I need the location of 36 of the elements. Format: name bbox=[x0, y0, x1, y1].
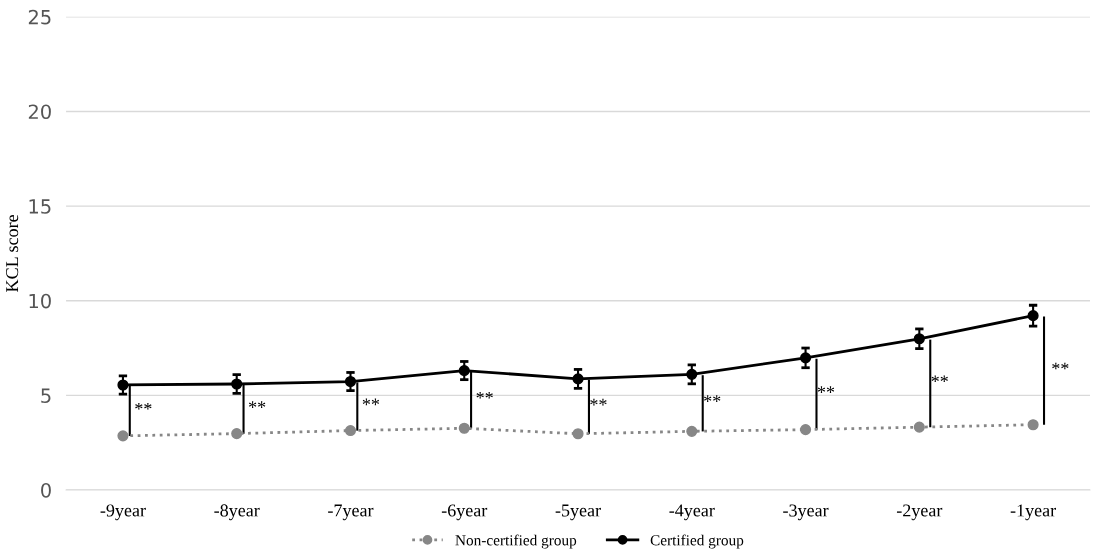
point bbox=[117, 430, 129, 442]
point bbox=[231, 428, 243, 440]
y-tick-label: 0 bbox=[41, 482, 51, 498]
point bbox=[572, 428, 584, 440]
y-tick-label: 5 bbox=[41, 388, 51, 404]
point bbox=[1027, 419, 1039, 431]
y-tick-label: 10 bbox=[29, 293, 51, 309]
legend-label: Certified group bbox=[650, 534, 744, 549]
y-tick-label: 25 bbox=[28, 9, 51, 25]
annotation: ** bbox=[817, 386, 835, 393]
x-tick-label: -5year bbox=[555, 504, 601, 521]
point bbox=[913, 421, 925, 433]
x-tick-label: -1year bbox=[1010, 504, 1056, 521]
y-axis-title: KCL score bbox=[6, 215, 19, 292]
annotation: ** bbox=[362, 398, 380, 406]
legend-label: Non-certified group bbox=[455, 534, 577, 549]
annotation: ** bbox=[1052, 362, 1069, 370]
point bbox=[344, 425, 357, 437]
x-tick-label: -8year bbox=[214, 504, 260, 521]
x-tick-label: -7year bbox=[328, 504, 374, 521]
y-tick-label: 15 bbox=[29, 199, 51, 214]
x-tick-label: -4year bbox=[669, 504, 715, 521]
annotation: ** bbox=[704, 395, 721, 402]
x-tick-label: -9year bbox=[100, 504, 146, 521]
point bbox=[800, 424, 812, 436]
x-tick-label: -6year bbox=[441, 504, 488, 521]
annotation: ** bbox=[590, 398, 607, 406]
point bbox=[458, 422, 470, 434]
point bbox=[686, 425, 698, 437]
annotation: ** bbox=[248, 401, 266, 408]
annotation: ** bbox=[476, 391, 493, 399]
annotation: ** bbox=[135, 402, 152, 410]
annotation: ** bbox=[931, 375, 948, 383]
x-tick-label: -2year bbox=[896, 504, 943, 521]
y-tick-label: 20 bbox=[28, 104, 51, 120]
x-tick-label: -3year bbox=[783, 504, 829, 521]
